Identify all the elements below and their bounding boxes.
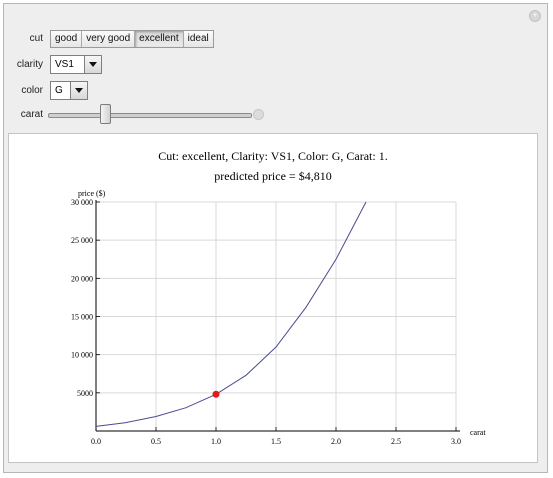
y-tick-label: 20 000 [71, 274, 93, 283]
x-tick-label: 0.0 [91, 437, 101, 446]
axes [95, 200, 460, 432]
clarity-label: clarity [16, 59, 43, 70]
y-tick-label: 5000 [77, 389, 93, 398]
x-tick-label: 2.0 [331, 437, 341, 446]
x-tick-label: 2.5 [391, 437, 401, 446]
cut-option-ideal[interactable]: ideal [183, 31, 213, 47]
cut-option-excellent[interactable]: excellent [135, 31, 184, 47]
grid-lines [96, 201, 457, 431]
x-tick-label: 0.5 [151, 437, 161, 446]
x-tick-label: 3.0 [451, 437, 461, 446]
color-value: G [55, 85, 63, 96]
chart-title-line2: predicted price = $4,810 [214, 169, 331, 183]
color-dropdown[interactable]: G [50, 81, 88, 100]
slider-options-icon[interactable] [253, 109, 264, 120]
x-tick-label: 1.5 [271, 437, 281, 446]
x-tick-label: 1.0 [211, 437, 221, 446]
y-tick-label: 15 000 [71, 313, 93, 322]
y-tick-label: 10 000 [71, 351, 93, 360]
cut-option-very-good[interactable]: very good [82, 31, 136, 47]
price-chart: Cut: excellent, Clarity: VS1, Color: G, … [71, 149, 486, 446]
cut-label: cut [29, 33, 43, 44]
carat-label: carat [20, 109, 43, 120]
y-tick-label: 25 000 [71, 236, 93, 245]
color-label: color [21, 85, 43, 96]
clarity-dropdown[interactable]: VS1 [50, 55, 102, 74]
add-icon[interactable]: + [529, 10, 541, 22]
tick-labels: 0.0 0.5 1.0 1.5 2.0 2.5 3.0 5000 10 000 15 000 20 … [71, 198, 461, 446]
y-axis-label: price ($) [78, 189, 106, 198]
carat-slider-thumb[interactable] [100, 104, 112, 124]
price-curve [95, 201, 367, 427]
x-axis-label: carat [470, 428, 486, 437]
y-tick-label: 30 000 [71, 198, 93, 207]
cut-option-good[interactable]: good [51, 31, 83, 47]
chevron-down-icon[interactable] [70, 82, 87, 99]
carat-slider-track[interactable] [48, 113, 252, 118]
plot-area: Cut: excellent, Clarity: VS1, Color: G, … [8, 133, 538, 463]
current-price-point [212, 390, 220, 398]
chevron-down-icon[interactable] [84, 56, 101, 73]
cut-selector: good very good excellent ideal [50, 30, 214, 48]
chart-title-line1: Cut: excellent, Clarity: VS1, Color: G, … [158, 149, 387, 163]
clarity-value: VS1 [55, 59, 74, 70]
